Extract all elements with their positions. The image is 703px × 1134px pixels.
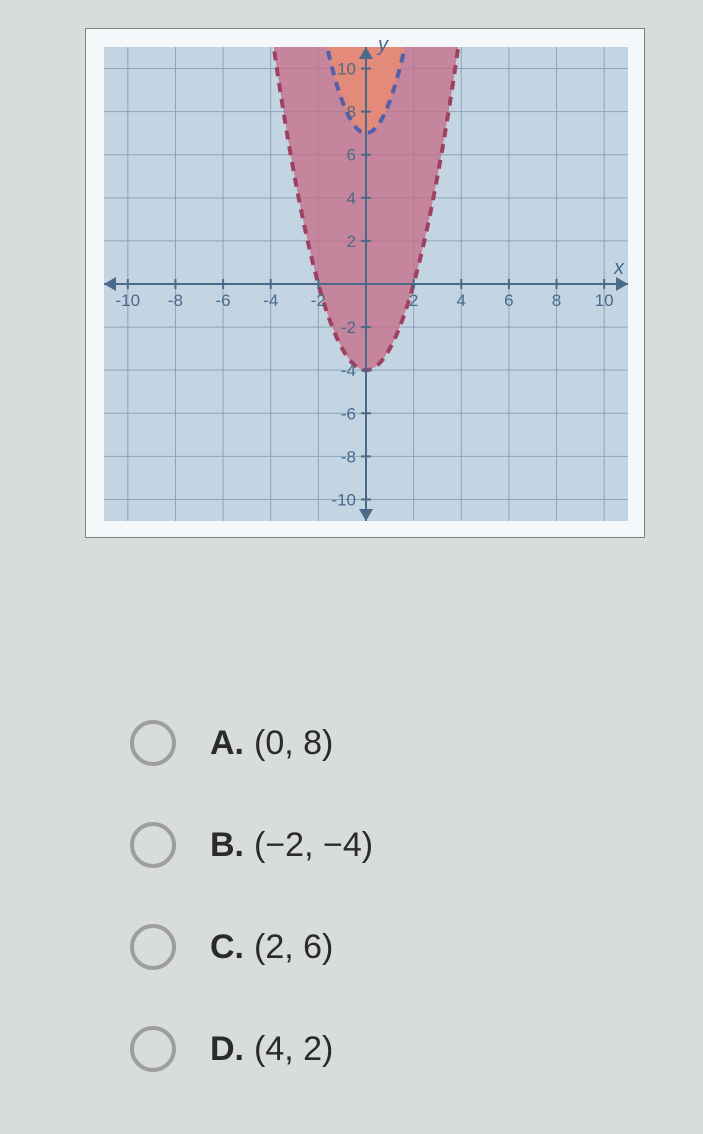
- svg-text:6: 6: [504, 291, 513, 310]
- svg-text:10: 10: [337, 60, 356, 79]
- answer-option[interactable]: D. (4, 2): [130, 1026, 550, 1072]
- graph-container: -10 -8 -6 -4 -2 2 4 6 8 10 -10 -8 -6 -4 -2 2 4 6 8 10 y x: [85, 28, 645, 538]
- answer-option[interactable]: C. (2, 6): [130, 924, 550, 970]
- answer-letter: B.: [210, 826, 244, 865]
- svg-text:8: 8: [552, 291, 561, 310]
- svg-text:-2: -2: [311, 291, 326, 310]
- svg-text:y: y: [376, 34, 389, 56]
- answer-value: (−2, −4): [254, 826, 373, 865]
- svg-text:-4: -4: [263, 291, 278, 310]
- radio-icon[interactable]: [130, 822, 176, 868]
- svg-text:-4: -4: [341, 361, 356, 380]
- svg-text:-6: -6: [216, 291, 231, 310]
- svg-text:8: 8: [347, 103, 356, 122]
- svg-text:4: 4: [457, 291, 466, 310]
- svg-text:-8: -8: [168, 291, 183, 310]
- answer-letter: D.: [210, 1030, 244, 1069]
- answer-value: (0, 8): [254, 724, 333, 763]
- answer-list: A. (0, 8) B. (−2, −4) C. (2, 6) D. (4, 2…: [130, 720, 550, 1128]
- svg-text:2: 2: [347, 232, 356, 251]
- answer-letter: A.: [210, 724, 244, 763]
- svg-text:-6: -6: [341, 404, 356, 423]
- radio-icon[interactable]: [130, 1026, 176, 1072]
- svg-text:-10: -10: [331, 490, 356, 509]
- answer-option[interactable]: A. (0, 8): [130, 720, 550, 766]
- svg-text:-10: -10: [116, 291, 141, 310]
- svg-text:6: 6: [347, 146, 356, 165]
- answer-value: (4, 2): [254, 1030, 333, 1069]
- svg-text:x: x: [613, 257, 625, 279]
- svg-text:10: 10: [595, 291, 614, 310]
- svg-text:-2: -2: [341, 318, 356, 337]
- answer-value: (2, 6): [254, 928, 333, 967]
- radio-icon[interactable]: [130, 720, 176, 766]
- chart-svg: -10 -8 -6 -4 -2 2 4 6 8 10 -10 -8 -6 -4 -2 2 4 6 8 10 y x: [86, 29, 646, 539]
- svg-text:-8: -8: [341, 447, 356, 466]
- radio-icon[interactable]: [130, 924, 176, 970]
- answer-letter: C.: [210, 928, 244, 967]
- svg-text:2: 2: [409, 291, 418, 310]
- svg-text:4: 4: [347, 189, 356, 208]
- answer-option[interactable]: B. (−2, −4): [130, 822, 550, 868]
